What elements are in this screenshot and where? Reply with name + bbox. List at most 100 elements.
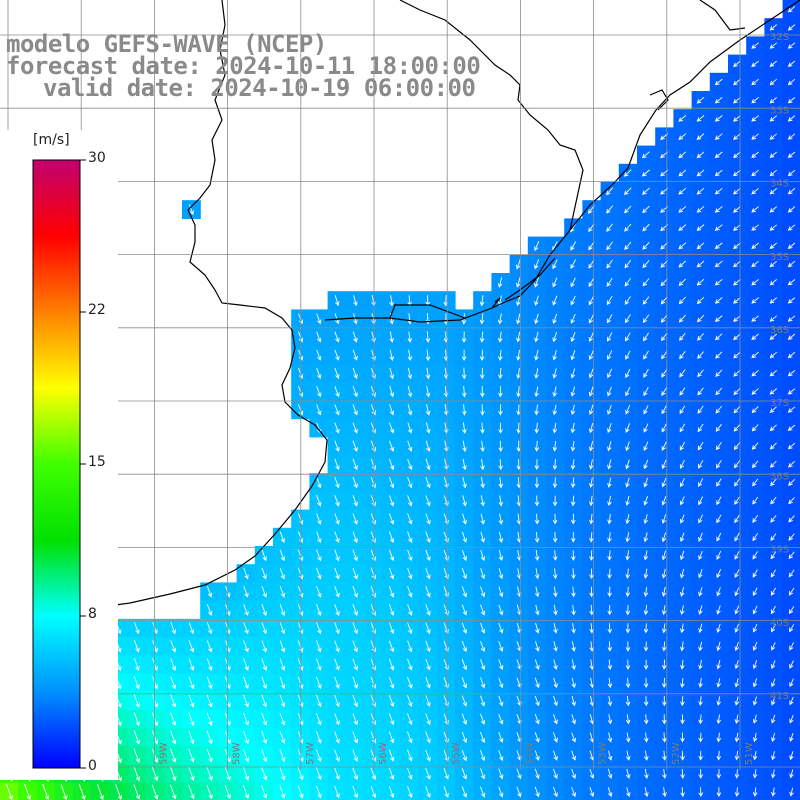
wind-arrow xyxy=(315,694,322,708)
wind-arrow xyxy=(334,458,340,471)
wind-arrow xyxy=(461,604,468,616)
wind-arrow xyxy=(188,748,195,763)
wind-arrow xyxy=(788,497,795,505)
wind-arrow xyxy=(553,695,558,707)
wind-arrow xyxy=(770,533,777,542)
wind-arrow xyxy=(188,658,195,671)
wind-arrow xyxy=(624,241,632,251)
wind-arrow xyxy=(388,458,395,471)
wind-arrow xyxy=(243,640,249,653)
wind-arrow xyxy=(788,533,795,541)
wind-arrow xyxy=(389,385,395,398)
wind-arrow xyxy=(625,350,631,360)
wind-arrow xyxy=(261,585,267,598)
wind-arrow xyxy=(643,532,649,543)
wind-arrow xyxy=(733,187,741,195)
wind-arrow xyxy=(515,258,521,270)
wind-arrow xyxy=(752,551,758,560)
wind-arrow xyxy=(641,151,650,159)
wind-arrow xyxy=(552,368,557,379)
wind-arrow xyxy=(588,422,594,434)
wind-arrow xyxy=(770,587,776,596)
wind-arrow xyxy=(643,332,649,342)
wind-arrow xyxy=(298,331,304,343)
wind-arrow xyxy=(787,260,796,268)
wind-arrow xyxy=(734,623,740,633)
wind-arrow xyxy=(261,549,267,562)
wind-arrow xyxy=(734,678,740,688)
wind-arrow xyxy=(679,514,685,524)
wind-arrow xyxy=(607,787,613,798)
wind-arrow xyxy=(606,332,613,342)
wind-arrow xyxy=(570,513,576,525)
wind-arrow xyxy=(662,714,667,725)
wind-arrow xyxy=(788,515,795,523)
wind-arrow xyxy=(643,659,649,670)
wind-arrow xyxy=(787,97,796,104)
wind-arrow xyxy=(607,768,613,780)
wind-arrow xyxy=(151,766,159,782)
wind-arrow xyxy=(334,622,340,635)
wind-arrow xyxy=(516,349,521,361)
wind-arrow xyxy=(643,586,649,598)
wind-arrow xyxy=(535,641,540,652)
wind-arrow xyxy=(680,696,685,707)
wind-arrow xyxy=(425,549,431,562)
wind-arrow xyxy=(552,313,558,324)
wind-arrow xyxy=(751,242,759,249)
wind-arrow xyxy=(334,749,340,762)
lat-label: 38S xyxy=(770,471,789,482)
wind-arrow xyxy=(534,277,540,288)
lon-label: 54W xyxy=(524,742,535,765)
wind-arrow xyxy=(389,349,395,362)
wind-arrow xyxy=(188,622,195,635)
wind-arrow xyxy=(752,587,758,597)
wind-arrow xyxy=(789,769,794,779)
wind-arrow xyxy=(352,585,358,598)
wind-arrow xyxy=(715,423,722,432)
wind-arrow xyxy=(535,604,540,616)
wind-arrow xyxy=(297,767,304,781)
wind-arrow xyxy=(679,459,685,469)
wind-arrow xyxy=(661,423,667,433)
lat-label: 40S xyxy=(770,618,789,629)
wind-arrow xyxy=(787,388,796,395)
wind-arrow xyxy=(661,659,667,670)
wind-arrow xyxy=(662,750,667,761)
wind-arrow xyxy=(188,204,194,216)
wind-arrow xyxy=(589,550,594,561)
wind-arrow xyxy=(787,224,796,231)
wind-arrow xyxy=(534,586,540,598)
wind-arrow xyxy=(625,532,630,543)
wind-arrow xyxy=(787,442,796,450)
wind-arrow xyxy=(334,713,340,726)
wind-arrow xyxy=(461,640,468,653)
wind-arrow xyxy=(733,460,741,469)
wind-arrow xyxy=(733,424,741,432)
wind-arrow xyxy=(751,333,759,340)
wind-arrow xyxy=(352,531,358,544)
wind-arrow xyxy=(788,460,796,468)
wind-arrow xyxy=(787,151,796,159)
wind-arrow xyxy=(388,676,395,689)
wind-arrow xyxy=(480,440,485,453)
wind-arrow xyxy=(644,768,649,780)
wind-arrow xyxy=(661,350,668,360)
wind-arrow xyxy=(643,732,649,743)
wind-arrow xyxy=(334,767,340,781)
wind-arrow xyxy=(678,314,686,323)
wind-arrow xyxy=(298,386,304,398)
wind-arrow xyxy=(679,441,686,451)
wind-arrow xyxy=(170,640,177,653)
wind-arrow xyxy=(316,513,322,525)
wind-arrow xyxy=(716,532,722,542)
wind-arrow xyxy=(789,678,794,688)
wind-arrow xyxy=(352,622,358,635)
wind-arrow xyxy=(115,784,123,800)
wind-arrow xyxy=(60,784,68,800)
wind-cell xyxy=(782,782,800,800)
wind-arrow xyxy=(425,622,431,635)
wind-arrow xyxy=(714,297,723,304)
wind-arrow xyxy=(679,586,685,597)
wind-arrow xyxy=(607,459,612,470)
